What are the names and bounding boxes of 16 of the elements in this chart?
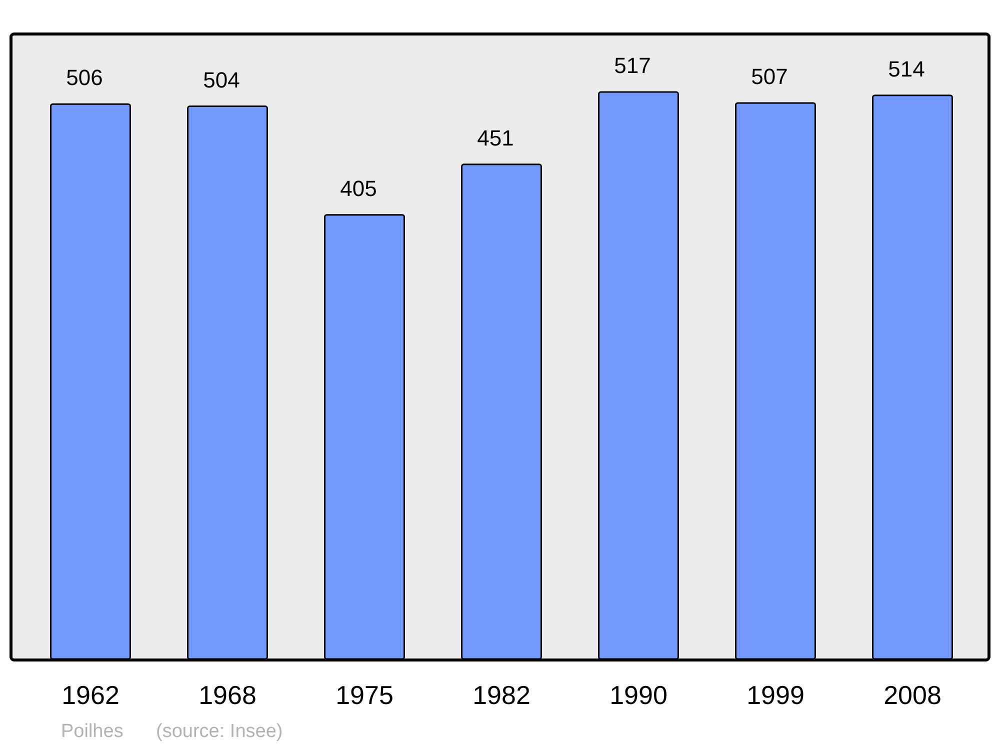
x-tick-label: 1962 (62, 680, 120, 710)
data-label: 504 (203, 67, 240, 92)
data-label: 506 (66, 65, 103, 90)
x-tick-label: 2008 (884, 680, 942, 710)
data-label: 517 (614, 53, 651, 78)
x-tick-label: 1982 (472, 680, 530, 710)
x-tick-label: 1999 (746, 680, 804, 710)
text: (source: Insee) (156, 721, 283, 742)
text: Poilhes (61, 721, 124, 742)
data-label: 451 (477, 125, 514, 150)
x-tick-label: 1990 (610, 680, 668, 710)
data-label: 507 (751, 64, 788, 89)
x-tick-label: 1975 (336, 680, 394, 710)
data-label: 405 (340, 176, 377, 201)
data-label: 514 (888, 56, 925, 82)
x-tick-label: 1968 (198, 680, 256, 710)
